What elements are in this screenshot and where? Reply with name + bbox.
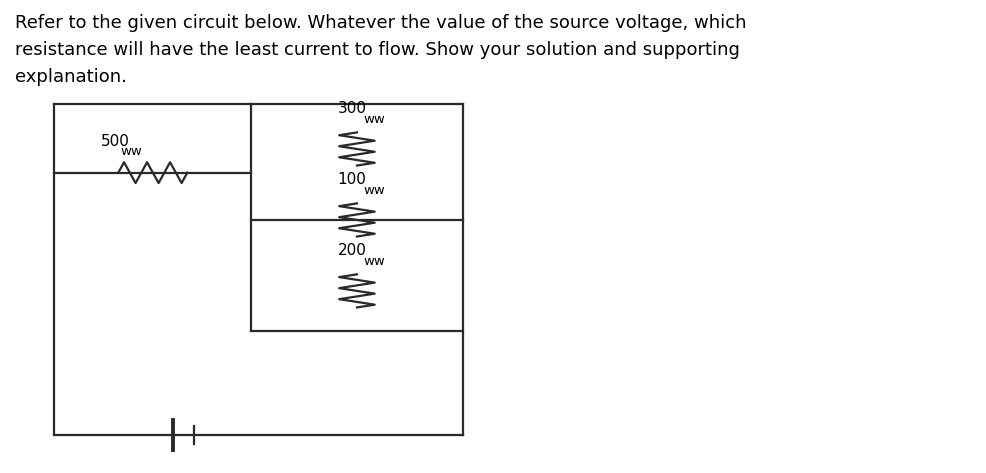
- Text: 100: 100: [337, 172, 367, 187]
- Text: Refer to the given circuit below. Whatever the value of the source voltage, whic: Refer to the given circuit below. Whatev…: [15, 14, 746, 87]
- Text: ww: ww: [120, 145, 142, 158]
- Text: ww: ww: [364, 113, 386, 126]
- Text: 500: 500: [101, 134, 130, 149]
- Text: 200: 200: [337, 243, 367, 258]
- Text: ww: ww: [364, 255, 386, 268]
- Text: 300: 300: [337, 101, 367, 116]
- Text: ww: ww: [364, 184, 386, 197]
